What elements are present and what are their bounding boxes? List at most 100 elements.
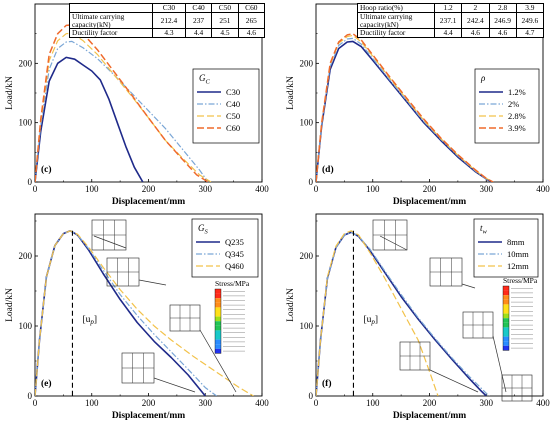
- table-cell: 265: [237, 11, 266, 30]
- contour-thumbnail: [106, 257, 140, 287]
- legend-label: 3.9%: [508, 123, 526, 133]
- table-cell: 4.6: [237, 28, 266, 39]
- stress-color-cell: [503, 309, 509, 314]
- stress-legend-title: Stress/MPa: [215, 279, 250, 288]
- stress-color-cell: [215, 344, 221, 349]
- x-tick-label: 200: [142, 184, 156, 194]
- stress-color-cell: [215, 289, 221, 294]
- stress-color-cell: [215, 330, 221, 335]
- table-row-header: Ultimate carrying capacity(kN): [357, 11, 435, 30]
- contour-thumbnail: [372, 219, 408, 251]
- stress-color-cell: [215, 339, 221, 345]
- x-tick-label: 300: [199, 184, 213, 194]
- x-tick-label: 400: [536, 184, 550, 194]
- legend-label: C40: [226, 99, 240, 109]
- legend-title: ρ: [480, 73, 486, 83]
- table-row-header: Ductility factor: [357, 28, 435, 39]
- table-cell: 212.4: [152, 11, 186, 30]
- stress-color-cell: [215, 307, 221, 312]
- stress-color-cell: [503, 313, 509, 319]
- y-tick-label: 100: [300, 321, 314, 331]
- table-cell: 3.9: [515, 3, 545, 13]
- table-cell: Hoop ratio(%): [357, 3, 435, 13]
- callout-arrow: [153, 377, 196, 393]
- x-tick-label: 200: [423, 398, 437, 408]
- stress-color-cell: [503, 295, 509, 300]
- legend-title: GS: [198, 223, 209, 236]
- panel-tag: (c): [41, 164, 52, 175]
- x-tick-label: 100: [366, 398, 380, 408]
- y-tick-label: 100: [19, 321, 33, 331]
- legend: GS Q235 Q345 Q460: [191, 218, 259, 278]
- legend-label: 8mm: [507, 237, 525, 247]
- table-cell: 237.1: [433, 11, 463, 30]
- table-cell: 2.8: [488, 3, 517, 13]
- callout-arrow: [429, 369, 479, 393]
- legend-box: [192, 68, 260, 144]
- stress-color-cell: [503, 322, 509, 328]
- stress-color-cell: [215, 302, 221, 308]
- legend-label: Q235: [225, 237, 244, 247]
- y-tick-label: 0: [309, 177, 314, 187]
- series-line: [35, 230, 217, 396]
- stress-color-cell: [503, 332, 509, 337]
- callout-arrow: [492, 335, 507, 393]
- series-line: [316, 231, 490, 396]
- series-group: [35, 230, 254, 396]
- stress-color-cell: [215, 348, 221, 354]
- plots-layer: 0 100 200 300 400 0 100 200 Displacement/mm Load/…: [5, 3, 550, 421]
- y-axis-label: Load/kN: [286, 288, 296, 322]
- stress-color-cell: [215, 316, 221, 322]
- stress-bar-frame: [502, 285, 510, 351]
- y-tick-label: 200: [19, 251, 33, 261]
- stress-color-cell: [503, 299, 509, 305]
- stress-bar-frame: [214, 288, 222, 354]
- series-line: [316, 231, 487, 396]
- legend: ρ 1.2% 2% 2.8% 3.9%: [474, 68, 540, 144]
- x-tick-label: 100: [85, 398, 99, 408]
- x-tick-label: 300: [480, 184, 494, 194]
- table-row-header: Ultimate carrying capacity(kN): [69, 11, 153, 30]
- x-tick-label: 400: [255, 184, 269, 194]
- stress-color-cell: [503, 336, 509, 342]
- y-tick-label: 200: [300, 58, 314, 68]
- table-cell: 246.9: [488, 11, 517, 30]
- panel-tag: (f): [322, 378, 332, 389]
- series-line: [35, 40, 209, 182]
- legend-label: 2%: [508, 99, 519, 109]
- table-header-row: C30 C40 C50 C60: [69, 3, 266, 13]
- y-axis-label: Load/kN: [5, 76, 15, 110]
- stress-legend-title: Stress/MPa: [503, 276, 538, 285]
- stress-color-cell: [215, 298, 221, 303]
- table-cell: 242.4: [461, 11, 490, 30]
- stress-color-cell: [215, 325, 221, 331]
- table-row: Ductility factor 4.4 4.6 4.6 4.7: [357, 28, 545, 39]
- table-cell: 251: [211, 11, 239, 30]
- decor-layer: Stress/MPa Stress/MPa: [91, 219, 538, 402]
- stress-color-cell: [215, 312, 221, 317]
- callout-arrow: [138, 279, 167, 286]
- callout-arrow: [199, 329, 237, 393]
- y-tick-label: 100: [19, 118, 33, 128]
- stress-color-cell: [215, 321, 221, 326]
- y-tick-label: 0: [28, 177, 33, 187]
- stress-legend: Stress/MPa: [502, 276, 538, 351]
- series-line: [316, 230, 439, 396]
- stress-color-cell: [503, 290, 509, 296]
- series-line: [35, 56, 144, 182]
- data-table-c: C30 C40 C50 C60 Ultimate carrying capaci…: [69, 3, 266, 39]
- table-row: Ductility factor 4.3 4.4 4.5 4.6: [69, 28, 266, 39]
- y-axis-label: Load/kN: [5, 288, 15, 322]
- table-cell: 4.4: [184, 28, 213, 39]
- table-cell: 4.6: [461, 28, 490, 39]
- y-tick-label: 0: [309, 391, 314, 401]
- x-tick-label: 400: [536, 398, 550, 408]
- data-table-d: Hoop ratio(%) 1.2 2 2.8 3.9 Ultimate car…: [357, 3, 545, 39]
- contour-thumbnail: [462, 311, 494, 339]
- legend-title: GC: [199, 73, 211, 86]
- x-axis-label: Displacement/mm: [393, 197, 466, 207]
- x-axis-label: Displacement/mm: [112, 197, 185, 207]
- callout-arrow: [379, 235, 408, 251]
- stress-color-cell: [503, 345, 509, 351]
- legend-label: 10mm: [507, 249, 529, 259]
